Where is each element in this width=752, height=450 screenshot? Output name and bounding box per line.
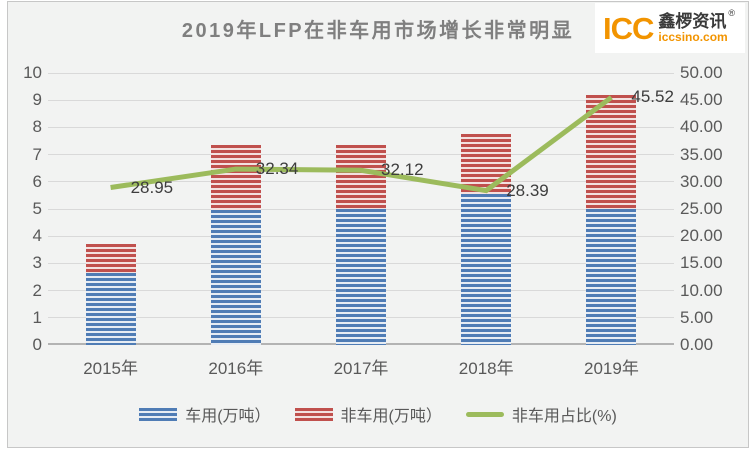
left-tick-7: 7 [32,144,42,164]
line-label-2019年: 45.52 [631,87,674,107]
legend-item-nonvehicle: 非车用(万吨） [294,402,442,426]
bar-vehicle-2015年 [85,272,136,345]
x-tick-2016年: 2016年 [208,359,264,378]
right-tick-30.00: 30.00 [680,171,723,191]
line-label-2016年: 32.34 [255,159,299,179]
left-tick-6: 6 [32,171,42,191]
logo-text-block: 鑫椤资讯 ® iccsino.com [658,8,735,44]
right-tick-25.00: 25.00 [680,199,723,218]
right-tick-40.00: 40.00 [680,117,723,137]
x-axis: 2015年 2016年 2017年 2018年 2019年 [48,354,674,379]
legend-item-vehicle: 车用(万吨） [139,402,271,426]
chart-window: 2019年LFP在非车用市场增长非常明显 ICC 鑫椤资讯 ® iccsino.… [7,1,749,448]
registered-trademark-icon: ® [728,7,735,18]
legend-item-ratio-line: 非车用占比(%) [465,402,617,426]
bar-nonvehicle-2015年 [85,243,136,273]
gridline-10 [48,72,674,74]
left-tick-9: 9 [32,90,42,110]
right-tick-10.00: 10.00 [680,280,723,300]
bar-nonvehicle-2016年 [210,144,261,210]
right-tick-35.00: 35.00 [680,144,723,164]
legend: 车用(万吨） 非车用(万吨） 非车用占比(%) [8,402,748,426]
bar-nonvehicle-2019年 [586,95,637,209]
bar-vehicle-2016年 [210,209,261,345]
bar-nonvehicle-2018年 [461,134,512,195]
x-tick-2019年: 2019年 [584,359,639,378]
legend-label-nonvehicle: 非车用(万吨） [340,408,442,425]
left-tick-8: 8 [32,117,42,137]
line-label-2015年: 28.95 [130,177,174,197]
icc-logo-abbr: ICC [602,10,654,46]
left-tick-4: 4 [32,226,42,246]
bar-vehicle-2019年 [586,209,637,345]
right-tick-15.00: 15.00 [680,253,723,273]
legend-swatch-vehicle [139,407,178,421]
left-y-axis: 0 1 2 3 4 5 6 7 8 9 10 [8,63,42,354]
x-tick-2015年: 2015年 [83,359,139,378]
left-tick-10: 10 [23,63,42,82]
left-tick-1: 1 [32,307,42,327]
x-tick-2017年: 2017年 [333,359,389,378]
legend-label-ratio-line: 非车用占比(%) [511,408,617,425]
line-label-2018年: 28.39 [506,180,549,200]
logo-domain: iccsino.com [658,29,728,44]
gridline-8 [48,126,674,128]
x-tick-2018年: 2018年 [458,359,514,378]
plot-area: 28.95 32.34 32.12 28.39 45.52 [48,72,674,345]
icc-logo: ICC 鑫椤资讯 ® iccsino.com [594,3,745,53]
left-tick-5: 5 [32,199,42,218]
legend-swatch-nonvehicle [294,407,333,421]
right-tick-0.00: 0.00 [680,335,714,354]
line-label-2017年: 32.12 [381,160,424,180]
legend-swatch-ratio-line [465,411,504,417]
left-tick-3: 3 [32,253,42,273]
gridline-9 [48,99,674,101]
right-y-axis: 0.00 5.00 10.00 15.00 20.00 25.00 30.00 35.00 40… [680,63,750,354]
left-tick-2: 2 [32,280,42,300]
bar-vehicle-2017年 [336,209,386,345]
legend-label-vehicle: 车用(万吨） [185,408,271,425]
right-tick-5.00: 5.00 [680,307,714,327]
chart-title: 2019年LFP在非车用市场增长非常明显 [181,20,575,42]
left-tick-0: 0 [32,335,42,354]
logo-brand-name: 鑫椤资讯 [658,11,727,31]
right-tick-50.00: 50.00 [680,63,723,82]
ratio-line-series [110,95,613,194]
bar-nonvehicle-2017年 [336,145,386,210]
bar-vehicle-2018年 [461,194,512,345]
right-tick-20.00: 20.00 [680,226,723,246]
right-tick-45.00: 45.00 [680,90,723,110]
